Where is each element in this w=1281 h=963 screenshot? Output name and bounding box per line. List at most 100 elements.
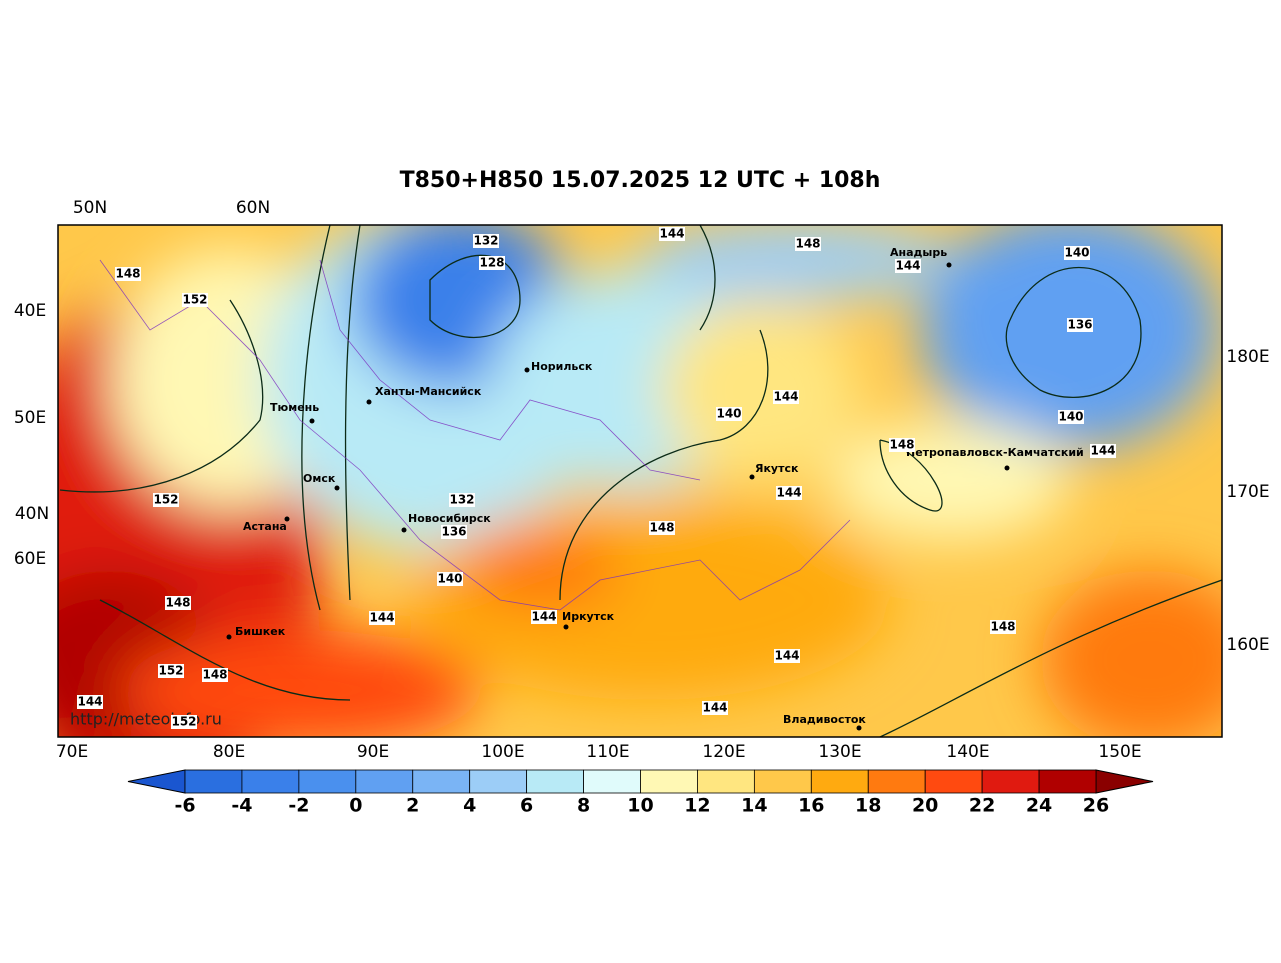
colorbar-box	[184, 769, 243, 794]
contour-label-bg	[702, 701, 728, 715]
contour-label: 140	[1064, 246, 1089, 260]
contour-label-bg	[773, 390, 799, 404]
contour-label-bg	[649, 521, 675, 535]
contour-label-bg	[774, 649, 800, 663]
contour-label: 148	[115, 267, 140, 281]
map-frame	[57, 224, 1223, 738]
city-label: Омск	[303, 472, 336, 485]
contour-label: 148	[649, 521, 674, 535]
city-dot	[401, 527, 407, 533]
colorbar-tick-label: 4	[463, 795, 476, 817]
colorbar-under	[127, 769, 186, 794]
contour-label: 144	[531, 610, 556, 624]
city-label: Петропавловск-Камчатский	[906, 446, 1084, 459]
contour-label-bg	[437, 572, 463, 586]
contour-label: 152	[182, 293, 207, 307]
city-label: Тюмень	[270, 401, 319, 414]
colorbar-box	[355, 769, 414, 794]
city-dot	[563, 624, 569, 630]
contour-label-bg	[795, 237, 821, 251]
contour-label: 144	[895, 259, 920, 273]
colorbar-tick-label: -6	[174, 795, 195, 817]
colorbar-tick-label: 8	[577, 795, 590, 817]
contour-label: 136	[1067, 318, 1092, 332]
contour-label-bg	[449, 493, 475, 507]
contour-label-bg	[473, 234, 499, 248]
colorbar-box	[697, 769, 755, 794]
colorbar-tick-label: 6	[520, 795, 533, 817]
colorbar-box	[583, 769, 641, 794]
colorbar-tick-label: 26	[1083, 795, 1109, 817]
contour-label: 144	[659, 227, 684, 241]
colorbar-tick-label: 16	[798, 795, 824, 817]
colorbar-tick-label: 20	[912, 795, 938, 817]
lon-label: 50E	[14, 408, 46, 428]
city-dot	[309, 418, 315, 424]
contour-label: 140	[716, 407, 741, 421]
city-dot	[856, 725, 862, 731]
contour-label: 144	[776, 486, 801, 500]
contour-label: 148	[990, 620, 1015, 634]
lon-label: 70E	[56, 742, 88, 762]
colorbar-box	[640, 769, 698, 794]
contour-label: 144	[1090, 444, 1115, 458]
contour-label: 132	[473, 234, 498, 248]
colorbar-tick-label: 10	[627, 795, 653, 817]
colorbar-box	[1038, 769, 1097, 794]
contour-label: 136	[441, 525, 466, 539]
colorbar-tick-label: -4	[231, 795, 252, 817]
lon-label: 180E	[1226, 347, 1269, 367]
lon-label: 160E	[1226, 635, 1269, 655]
city-dot	[524, 367, 530, 373]
contour-label: 144	[702, 701, 727, 715]
contour-label-bg	[165, 596, 191, 610]
lon-label: 130E	[818, 742, 861, 762]
lon-label: 80E	[213, 742, 245, 762]
city-label: Ханты-Мансийск	[375, 385, 482, 398]
contour-label: 152	[153, 493, 178, 507]
contour-label: 148	[795, 237, 820, 251]
contour-label-bg	[716, 407, 742, 421]
lon-label: 150E	[1098, 742, 1141, 762]
lon-label: 170E	[1226, 482, 1269, 502]
city-dot	[366, 399, 372, 405]
city-dot	[1004, 465, 1010, 471]
colorbar-tick-label: 0	[349, 795, 362, 817]
contour-label: 148	[165, 596, 190, 610]
lon-label: 40E	[14, 301, 46, 321]
lat-label: 50N	[73, 198, 107, 218]
colorbar-box	[810, 769, 869, 794]
contour-label-bg	[1064, 246, 1090, 260]
colorbar-box	[469, 769, 528, 794]
colorbar-tick-label: 12	[684, 795, 710, 817]
colorbar-box	[981, 769, 1040, 794]
contour-label: 140	[437, 572, 462, 586]
contour-label-bg	[182, 293, 208, 307]
temperature-field	[58, 225, 1222, 737]
contour-label-bg	[1090, 444, 1116, 458]
city-label: Норильск	[531, 360, 593, 373]
contour-label-bg	[776, 486, 802, 500]
contour-label: 140	[1058, 410, 1083, 424]
colorbar-tick-label: 22	[969, 795, 995, 817]
city-dot	[284, 516, 290, 522]
city-label: Астана	[243, 520, 287, 533]
contour-label-bg	[441, 525, 467, 539]
contour-label-bg	[77, 695, 103, 709]
city-label: Иркутск	[562, 610, 615, 623]
colorbar-tick-label: 14	[741, 795, 767, 817]
city-label: Анадырь	[890, 246, 947, 259]
city-label: Новосибирск	[408, 512, 491, 525]
contour-label-bg	[990, 620, 1016, 634]
contour-label-bg	[1067, 318, 1093, 332]
watermark: http://meteoinfo.ru	[70, 710, 222, 729]
contour-label: 128	[479, 256, 504, 270]
contour-label: 144	[773, 390, 798, 404]
colorbar-tick-label: 24	[1026, 795, 1052, 817]
map-title: T850+H850 15.07.2025 12 UTC + 108h	[400, 168, 881, 193]
contour-label-bg	[889, 438, 915, 452]
colorbar-box	[412, 769, 471, 794]
contour-label-bg	[659, 227, 685, 241]
contour-label: 152	[171, 715, 196, 729]
